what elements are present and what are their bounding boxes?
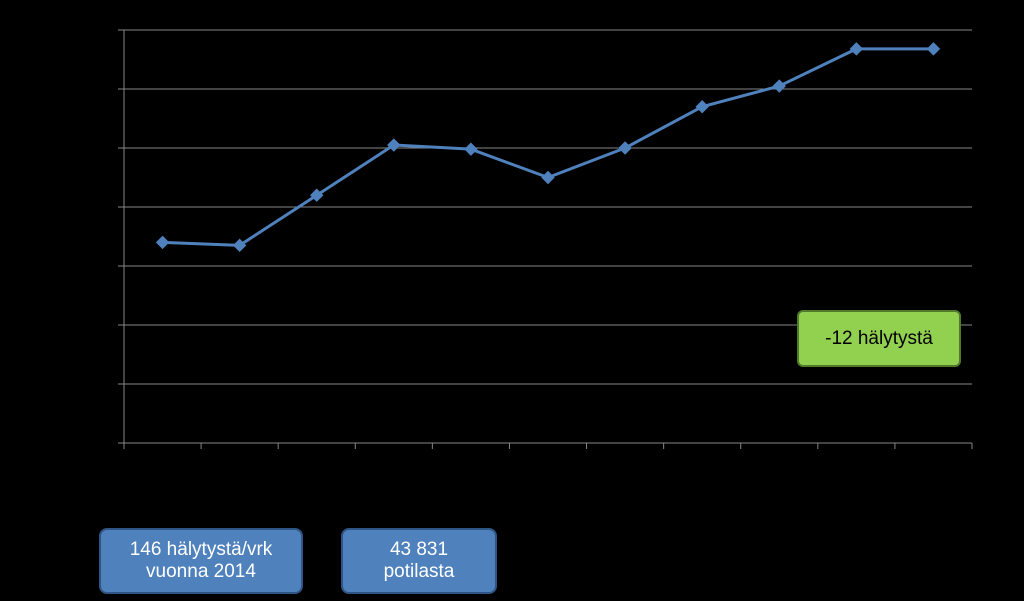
data-point — [464, 142, 478, 156]
data-point — [541, 170, 555, 185]
data-point — [232, 238, 247, 253]
data-point — [310, 188, 324, 202]
data-point — [849, 42, 864, 56]
daily-alarms-line-2: vuonna 2014 — [146, 561, 256, 582]
savings-callout-text: -12 hälytystä — [825, 327, 933, 349]
data-point — [695, 99, 709, 114]
chart-series — [155, 42, 941, 253]
data-point — [618, 141, 632, 155]
patients-line-2: potilasta — [383, 561, 455, 582]
daily-alarms-callout: 146 hälytystä/vrk vuonna 2014 — [99, 528, 303, 594]
data-point — [155, 235, 170, 250]
series-line — [162, 47, 934, 247]
data-point — [926, 42, 941, 56]
daily-alarms-line-1: 146 hälytystä/vrk — [129, 539, 273, 560]
patients-line-1: 43 831 — [389, 539, 449, 560]
savings-callout: -12 hälytystä — [797, 310, 961, 367]
data-point — [387, 138, 401, 152]
patients-callout: 43 831 potilasta — [341, 528, 497, 594]
data-point — [772, 79, 786, 93]
chart-gridlines — [124, 29, 972, 385]
chart-axes — [118, 29, 973, 449]
